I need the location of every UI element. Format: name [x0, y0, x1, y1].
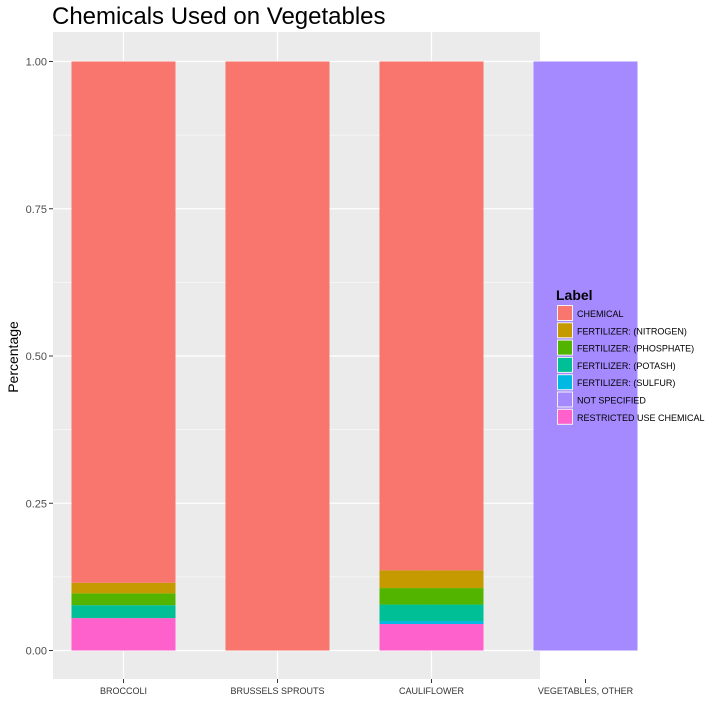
legend-label: NOT SPECIFIED	[577, 396, 646, 406]
legend-label: CHEMICAL	[577, 309, 624, 319]
x-tick-label: BRUSSELS SPROUTS	[230, 686, 324, 696]
legend-label: FERTILIZER: (POTASH)	[577, 361, 676, 371]
chart-title: Chemicals Used on Vegetables	[52, 3, 386, 30]
bar-segment	[71, 593, 176, 606]
bar-segment	[379, 604, 484, 622]
legend-swatch	[558, 323, 572, 338]
bar-segment	[379, 61, 484, 571]
bar-segment	[379, 621, 484, 624]
bar-segment	[379, 623, 484, 651]
y-axis-title: Percentage	[5, 321, 21, 393]
legend-swatch	[558, 306, 572, 320]
bar-segment	[71, 618, 176, 651]
y-tick-label: 0.50	[26, 351, 47, 363]
bar-segment	[225, 61, 330, 651]
bar-segment	[71, 61, 176, 583]
legend-title: Label	[556, 287, 593, 303]
bar-segment	[71, 605, 176, 619]
x-tick-label: VEGETABLES, OTHER	[538, 686, 634, 696]
bar-segment	[533, 61, 638, 651]
legend-swatch	[558, 392, 572, 407]
legend-label: FERTILIZER: (PHOSPHATE)	[577, 344, 694, 354]
x-tick-label: CAULIFLOWER	[399, 686, 465, 696]
x-axis: BROCCOLI BRUSSELS SPROUTS CAULIFLOWER VEGET…	[100, 679, 634, 696]
legend-label: RESTRICTED USE CHEMICAL	[577, 413, 705, 423]
legend-swatch	[558, 340, 572, 355]
x-tick-label: BROCCOLI	[100, 686, 147, 696]
y-tick-label: 1.00	[26, 57, 47, 69]
legend-label: FERTILIZER: (NITROGEN)	[577, 326, 687, 336]
bars-group	[71, 61, 638, 651]
y-tick-label: 0.00	[26, 646, 47, 658]
legend-swatch	[558, 357, 572, 372]
bar-segment	[379, 570, 484, 589]
bar-segment	[71, 582, 176, 594]
legend-label: FERTILIZER: (SULFUR)	[577, 378, 675, 388]
y-tick-label: 0.25	[26, 498, 47, 510]
bar-segment	[379, 588, 484, 605]
y-axis: 0.00 0.25 0.50 0.75 1.00	[26, 57, 53, 658]
y-tick-label: 0.75	[26, 204, 47, 216]
legend-swatch	[558, 409, 572, 424]
legend: Label CHEMICAL FERTILIZER: (NITROGEN) FERT…	[556, 287, 705, 425]
legend-swatch	[558, 375, 572, 390]
